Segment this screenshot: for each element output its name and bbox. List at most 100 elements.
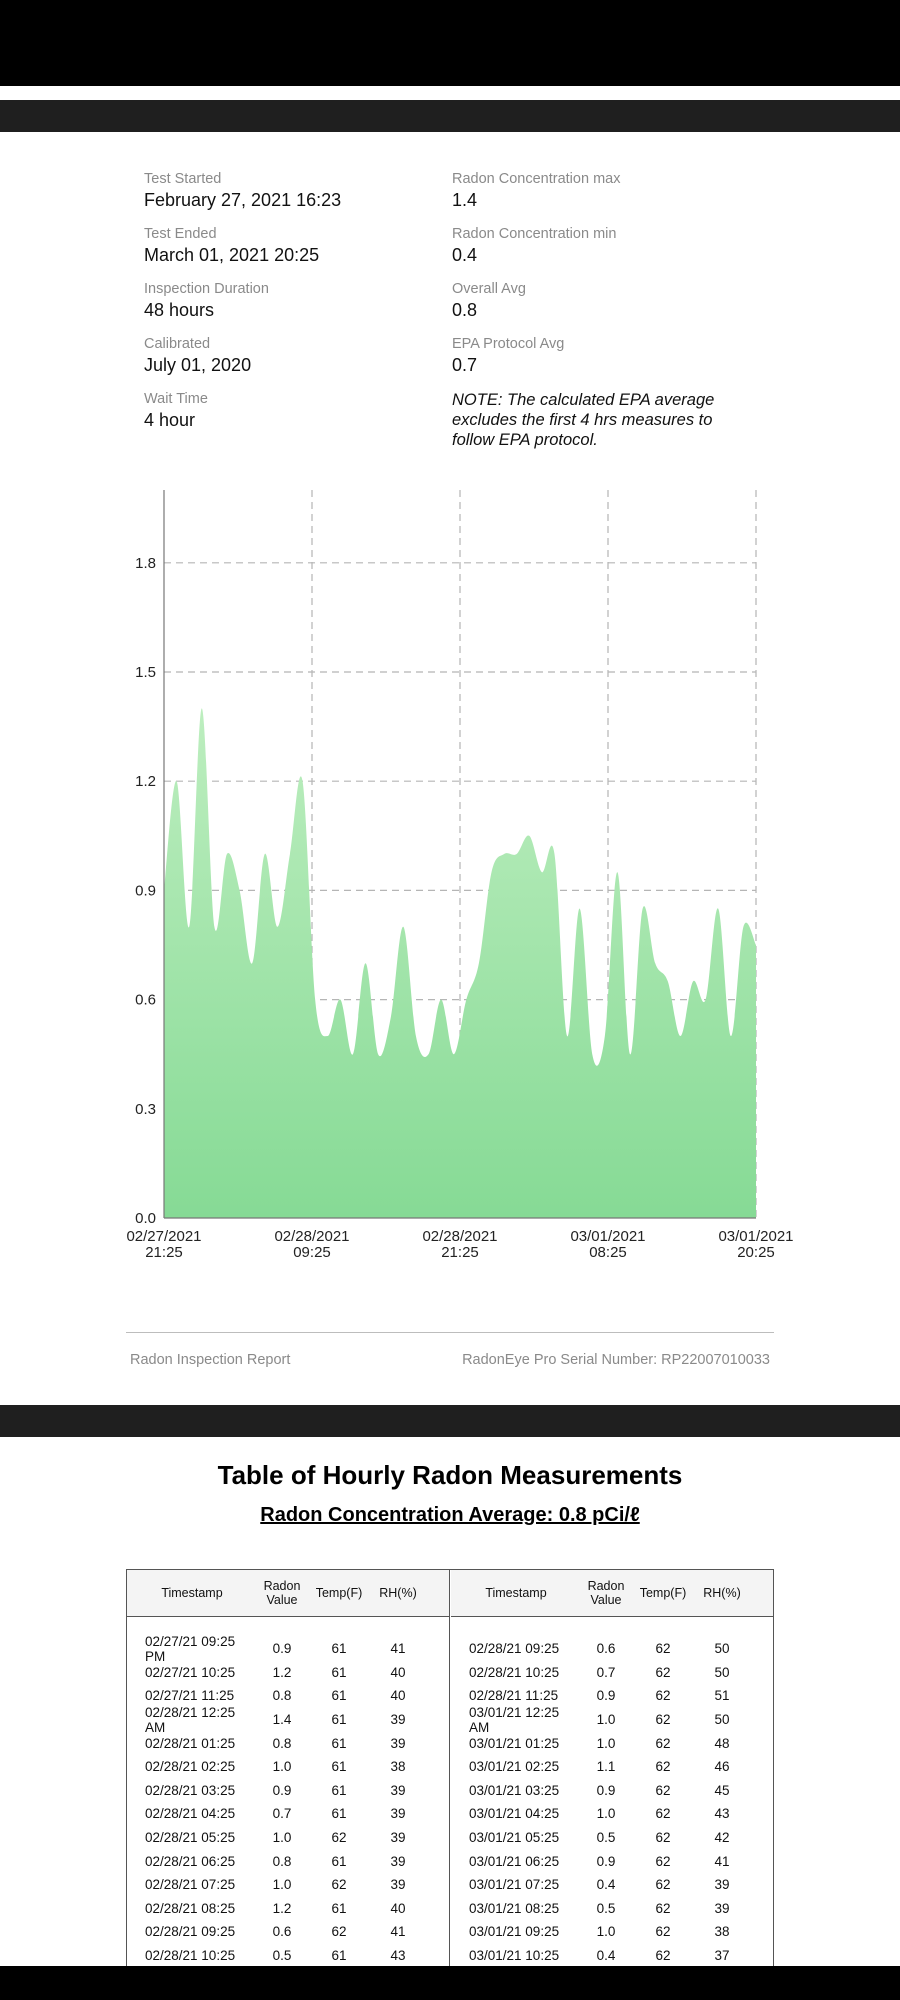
cell-rh: 40 xyxy=(390,1688,406,1704)
info-label: Wait Time xyxy=(144,391,208,407)
cell-timestamp: 02/28/21 07:25 xyxy=(145,1877,236,1893)
cell-temp: 62 xyxy=(655,1830,671,1846)
cell-temp: 62 xyxy=(655,1688,671,1704)
cell-rh: 39 xyxy=(390,1735,406,1751)
cell-temp: 62 xyxy=(655,1948,671,1964)
info-overall-avg: Overall Avg 0.8 xyxy=(452,280,752,322)
cell-radon-value: 1.0 xyxy=(272,1830,292,1846)
table-row: 02/28/21 07:25 1.0 62 39 xyxy=(127,1873,449,1897)
cell-timestamp: 02/28/21 12:25 AM xyxy=(145,1704,236,1735)
cell-temp: 61 xyxy=(331,1641,347,1657)
cell-rh: 39 xyxy=(714,1900,730,1916)
info-value: 0.4 xyxy=(452,245,478,265)
cell-radon-value: 1.2 xyxy=(272,1900,292,1916)
cell-timestamp: 02/28/21 05:25 xyxy=(145,1830,236,1846)
info-value: July 01, 2020 xyxy=(144,355,252,375)
cell-timestamp: 02/27/21 09:25 PM xyxy=(145,1633,236,1664)
cell-timestamp: 03/01/21 06:25 xyxy=(469,1853,560,1869)
hourly-measurements-table: Timestamp Radon Value Temp(F) RH(%) 02/2… xyxy=(126,1569,774,1991)
info-inspection-duration: Inspection Duration 48 hours xyxy=(144,280,444,322)
cell-radon-value: 0.7 xyxy=(596,1664,616,1680)
cell-rh: 41 xyxy=(390,1924,406,1940)
cell-radon-value: 1.0 xyxy=(596,1735,616,1751)
cell-radon-value: 0.4 xyxy=(596,1877,616,1893)
cell-temp: 62 xyxy=(655,1900,671,1916)
cell-rh: 46 xyxy=(714,1759,730,1775)
table-row: 02/28/21 09:25 0.6 62 50 xyxy=(451,1637,773,1661)
cell-timestamp: 02/28/21 01:25 xyxy=(145,1735,236,1751)
cell-rh: 40 xyxy=(390,1664,406,1680)
table-header: Timestamp Radon Value Temp(F) RH(%) xyxy=(451,1570,773,1617)
cell-radon-value: 1.1 xyxy=(596,1759,616,1775)
cell-radon-value: 0.9 xyxy=(596,1782,616,1798)
cell-timestamp: 02/27/21 10:25 xyxy=(145,1664,236,1680)
table-subtitle: Radon Concentration Average: 0.8 pCi/ℓ xyxy=(260,1504,640,1526)
cell-timestamp: 02/28/21 09:25 xyxy=(469,1641,560,1657)
cell-rh: 37 xyxy=(714,1948,730,1964)
footer-serial-number: RadonEye Pro Serial Number: RP2200701003… xyxy=(462,1352,770,1368)
y-tick-label: 0.0 xyxy=(135,1210,156,1227)
column-header-timestamp: Timestamp xyxy=(161,1586,223,1600)
cell-timestamp: 02/27/21 11:25 xyxy=(145,1688,235,1704)
epa-note: NOTE: The calculated EPA average exclude… xyxy=(452,391,715,449)
cell-radon-value: 0.9 xyxy=(596,1853,616,1869)
cell-rh: 38 xyxy=(390,1759,406,1775)
cell-timestamp: 02/28/21 06:25 xyxy=(145,1853,236,1869)
info-value: 4 hour xyxy=(144,410,196,430)
table-row: 02/28/21 08:25 1.2 61 40 xyxy=(127,1897,449,1921)
bottom-black-bar xyxy=(0,1966,900,2000)
info-test-ended: Test Ended March 01, 2021 20:25 xyxy=(144,225,444,267)
table-row: 02/28/21 12:25 AM 1.4 61 39 xyxy=(127,1704,449,1735)
cell-timestamp: 03/01/21 09:25 xyxy=(469,1924,560,1940)
cell-rh: 39 xyxy=(390,1877,406,1893)
column-header-temp: Temp(F) xyxy=(639,1586,687,1600)
info-value: 1.4 xyxy=(452,190,478,210)
cell-radon-value: 0.9 xyxy=(272,1782,292,1798)
cell-timestamp: 03/01/21 07:25 xyxy=(469,1877,560,1893)
table-row: 02/28/21 05:25 1.0 62 39 xyxy=(127,1826,449,1850)
top-black-bar xyxy=(0,0,900,86)
table-half-left: Timestamp Radon Value Temp(F) RH(%) 02/2… xyxy=(127,1570,450,1990)
cell-temp: 61 xyxy=(331,1759,347,1775)
cell-radon-value: 0.5 xyxy=(272,1948,292,1964)
page-separator-band xyxy=(0,1405,900,1437)
info-label: Overall Avg xyxy=(452,281,526,297)
cell-temp: 62 xyxy=(655,1877,671,1893)
table-row: 02/28/21 01:25 0.8 61 39 xyxy=(127,1731,449,1755)
table-row: 03/01/21 12:25 AM 1.0 62 50 xyxy=(451,1705,773,1735)
cell-rh: 39 xyxy=(390,1806,406,1822)
cell-timestamp: 02/28/21 08:25 xyxy=(145,1900,236,1916)
x-tick-label: 21:25 xyxy=(145,1244,183,1261)
cell-temp: 62 xyxy=(655,1853,671,1869)
x-tick-label: 02/28/2021 xyxy=(422,1228,497,1245)
cell-temp: 61 xyxy=(331,1782,347,1798)
test-info-right: Radon Concentration max 1.4 Radon Concen… xyxy=(452,170,752,450)
page-separator-band xyxy=(0,100,900,132)
cell-radon-value: 1.0 xyxy=(596,1712,616,1728)
info-test-started: Test Started February 27, 2021 16:23 xyxy=(144,170,444,212)
cell-timestamp: 03/01/21 08:25 xyxy=(469,1900,560,1916)
cell-rh: 39 xyxy=(714,1877,730,1893)
cell-radon-value: 0.4 xyxy=(596,1948,616,1964)
table-row: 02/28/21 10:25 0.5 61 43 xyxy=(127,1944,449,1968)
cell-rh: 50 xyxy=(714,1641,730,1657)
info-value: 0.8 xyxy=(452,300,478,320)
cell-temp: 62 xyxy=(331,1924,347,1940)
cell-timestamp: 02/28/21 02:25 xyxy=(145,1759,236,1775)
table-row: 03/01/21 04:25 1.0 62 43 xyxy=(451,1802,773,1826)
cell-temp: 61 xyxy=(331,1664,347,1680)
cell-rh: 39 xyxy=(390,1782,406,1798)
cell-radon-value: 0.7 xyxy=(272,1806,292,1822)
y-tick-label: 0.6 xyxy=(135,992,156,1009)
info-value: March 01, 2021 20:25 xyxy=(144,245,320,265)
cell-temp: 62 xyxy=(331,1830,347,1846)
table-row: 02/28/21 11:25 0.9 62 51 xyxy=(451,1684,773,1708)
cell-temp: 61 xyxy=(331,1948,347,1964)
radon-area-chart: 0.00.30.60.91.21.51.802/27/202121:2502/2… xyxy=(126,490,794,1261)
table-row: 02/27/21 10:25 1.2 61 40 xyxy=(127,1661,449,1685)
info-radon-max: Radon Concentration max 1.4 xyxy=(452,170,752,212)
column-header-rh: RH(%) xyxy=(703,1586,741,1600)
cell-radon-value: 0.9 xyxy=(596,1688,616,1704)
table-title: Table of Hourly Radon Measurements xyxy=(217,1460,683,1490)
info-label: Test Ended xyxy=(144,226,217,242)
